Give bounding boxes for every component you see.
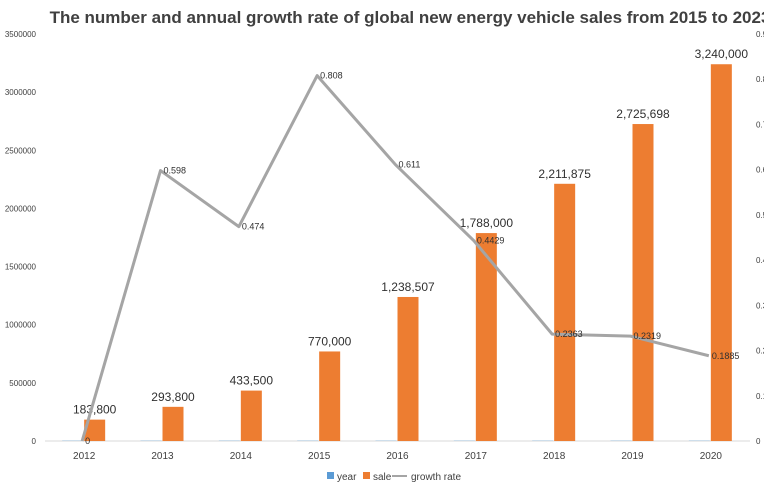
y-left-tick-label: 3000000: [5, 88, 37, 97]
y-left-tick-label: 0: [32, 437, 37, 446]
y-left-tick-label: 2000000: [5, 204, 37, 213]
legend: year sale growth rate: [327, 472, 461, 483]
bar-data-label: 293,800: [151, 390, 195, 404]
y-right-tick-label: 0.7: [756, 120, 764, 129]
bar-sale: [632, 124, 654, 442]
y-right-tick-label: 0.1: [756, 392, 764, 401]
growth-rate-data-label: 0.2363: [555, 329, 583, 339]
y-right-tick-label: 0.9: [756, 30, 764, 39]
bar-data-label: 2,211,875: [538, 167, 591, 181]
y-right-tick-label: 0.6: [756, 166, 764, 175]
growth-rate-line: [80, 74, 710, 442]
x-tick-label: 2016: [386, 451, 409, 462]
growth-rate-labels: 0 0.598 0.474 0.808 0.611 0.4429 0.2363 0.2319 0…: [85, 71, 739, 446]
growth-rate-data-label: 0.1885: [712, 351, 740, 361]
x-tick-label: 2012: [73, 451, 96, 462]
bar-data-label: 1,238,507: [381, 280, 435, 294]
growth-rate-data-label: 0.611: [399, 160, 421, 170]
y-right-tick-label: 0.3: [756, 301, 764, 310]
y-right-tick-label: 0.4: [756, 256, 764, 265]
bar-sale: [475, 233, 497, 441]
bar-labels: 183,800 293,800 433,500 770,000 1,238,507 1,7…: [73, 47, 748, 416]
y-left-tick-label: 500000: [9, 379, 36, 388]
left-axis: 0 500000 1000000 1500000 2000000 2500000 30000…: [5, 30, 37, 446]
bar-sale: [397, 296, 419, 441]
bar-sale: [319, 351, 341, 441]
bar-sale: [84, 419, 106, 441]
bar-sale: [554, 183, 576, 442]
y-left-tick-label: 3500000: [5, 30, 37, 39]
y-right-tick-label: 0.5: [756, 211, 764, 220]
right-axis: 0 0.1 0.2 0.3 0.4 0.5 0.6 0.7 0.8 0.9: [756, 30, 764, 446]
growth-rate-polyline: [80, 74, 710, 442]
y-left-tick-label: 1000000: [5, 321, 37, 330]
bar-data-label: 770,000: [308, 334, 352, 348]
bar-data-label: 183,800: [73, 403, 117, 417]
y-right-tick-label: 0.2: [756, 347, 764, 356]
y-left-tick-label: 1500000: [5, 263, 37, 272]
bar-data-label: 2,725,698: [616, 107, 670, 121]
growth-rate-data-label: 0.2319: [634, 331, 662, 341]
y-right-tick-label: 0.8: [756, 75, 764, 84]
legend-swatch-year: [327, 472, 334, 479]
bar-sale: [710, 64, 732, 441]
x-tick-label: 2020: [700, 451, 723, 462]
chart-title: The number and annual growth rate of glo…: [50, 8, 764, 27]
bar-data-label: 3,240,000: [695, 47, 749, 61]
x-tick-label: 2015: [308, 451, 331, 462]
x-axis: 2012 2013 2014 2015 2016 2017 2018 2019 2020: [73, 451, 722, 462]
bar-sale: [240, 390, 262, 441]
bars: [62, 64, 732, 442]
bar-data-label: 1,788,000: [460, 216, 514, 230]
growth-rate-data-label: 0.4429: [477, 236, 505, 246]
growth-rate-data-label: 0.808: [320, 71, 343, 81]
bar-data-label: 433,500: [230, 374, 274, 388]
growth-rate-data-label: 0: [85, 436, 90, 446]
legend-label-year: year: [337, 472, 357, 483]
y-right-tick-label: 0: [756, 437, 761, 446]
legend-swatch-sale: [363, 472, 370, 479]
legend-label-growth-rate: growth rate: [411, 472, 461, 483]
x-tick-label: 2017: [465, 451, 488, 462]
growth-rate-data-label: 0.598: [164, 166, 187, 176]
bar-sale: [162, 406, 184, 441]
x-tick-label: 2018: [543, 451, 566, 462]
x-tick-label: 2019: [621, 451, 644, 462]
x-tick-label: 2014: [230, 451, 253, 462]
legend-label-sale: sale: [373, 472, 392, 483]
growth-rate-data-label: 0.474: [242, 222, 265, 232]
y-left-tick-label: 2500000: [5, 146, 37, 155]
x-tick-label: 2013: [151, 451, 174, 462]
